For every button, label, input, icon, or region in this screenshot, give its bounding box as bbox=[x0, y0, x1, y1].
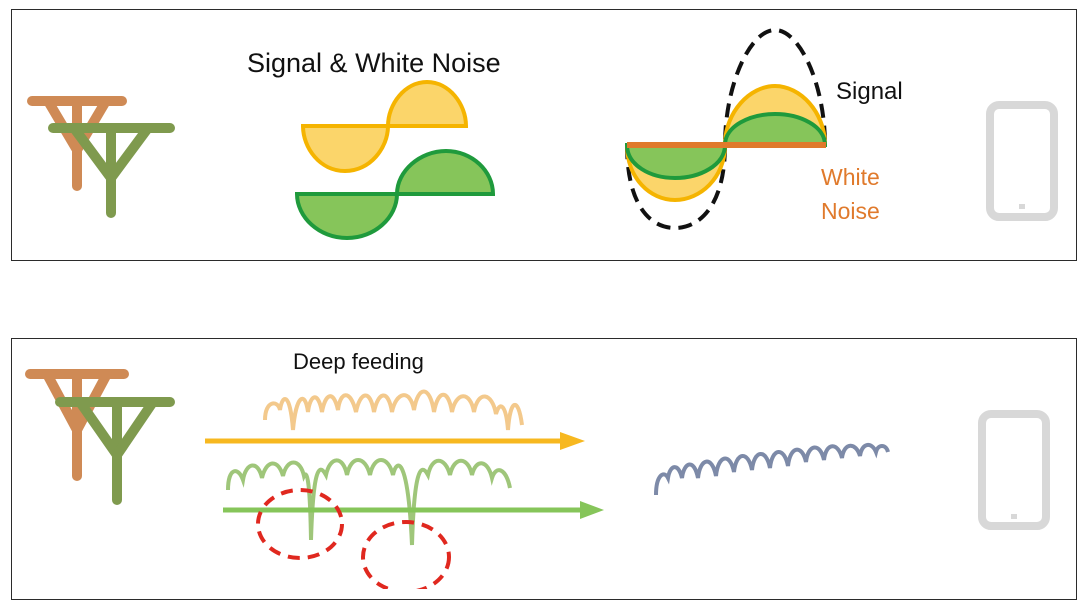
white-noise-label-line2: Noise bbox=[821, 198, 880, 224]
combined-waves bbox=[624, 27, 828, 231]
top-panel bbox=[11, 9, 1077, 261]
orange-arrow bbox=[205, 432, 585, 450]
diagram-title: Signal & White Noise bbox=[247, 48, 501, 78]
noise-wave-green bbox=[294, 148, 496, 241]
phone-icon bbox=[986, 101, 1058, 221]
deep-feeding-label: Deep feeding bbox=[293, 349, 424, 374]
deep-fade-circle bbox=[361, 520, 451, 589]
tower-icon bbox=[25, 369, 175, 505]
deep-fade-circle bbox=[256, 488, 344, 560]
phone-icon bbox=[978, 410, 1050, 530]
tower-icon bbox=[27, 96, 175, 218]
signal-label: Signal bbox=[836, 78, 903, 105]
bottom-panel bbox=[11, 338, 1077, 600]
signal-wave-yellow bbox=[300, 79, 469, 174]
orange-fading-wave bbox=[263, 389, 524, 431]
green-fading-wave bbox=[226, 458, 512, 546]
white-noise-label-line1: White bbox=[821, 164, 880, 190]
green-arrow bbox=[223, 501, 604, 519]
white-noise-label: White Noise bbox=[821, 160, 880, 228]
received-wave bbox=[654, 443, 890, 496]
